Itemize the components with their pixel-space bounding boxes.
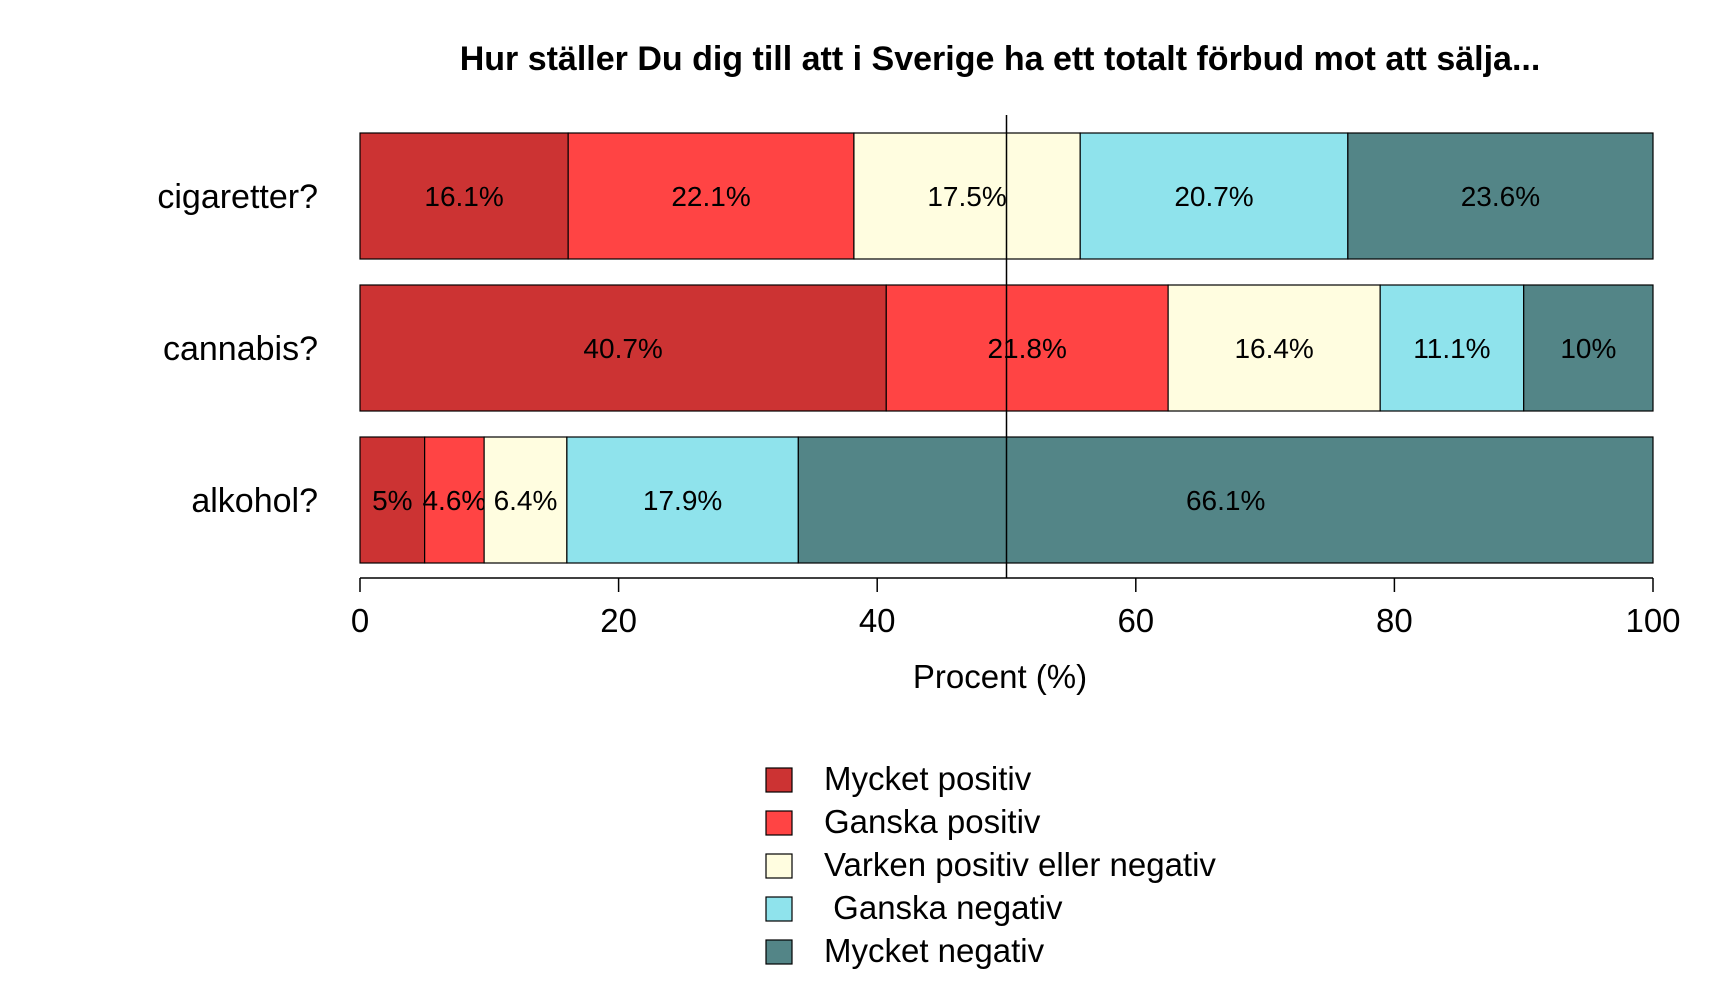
bar-segment xyxy=(359,132,569,260)
bars-layer: cigaretter? 16.1% 22.1% 17.5% 20.7% 23.6% cann… xyxy=(157,115,1654,578)
bar-segment xyxy=(566,436,799,564)
data-label: 11.1% xyxy=(1413,333,1490,364)
bar-segment xyxy=(797,436,1654,564)
legend-swatch xyxy=(765,767,793,793)
data-label: 5% xyxy=(372,485,412,516)
x-tick-label: 80 xyxy=(1376,602,1413,639)
bar-segment xyxy=(853,132,1081,260)
data-label: 21.8% xyxy=(987,333,1066,364)
data-label: 6.4% xyxy=(494,485,558,516)
legend-swatch xyxy=(765,810,793,836)
x-axis: 0 20 40 60 80 100 xyxy=(351,577,1681,639)
bar-segment xyxy=(483,436,568,564)
legend-swatch xyxy=(765,853,793,879)
category-label: alkohol? xyxy=(191,482,318,520)
bar-segment xyxy=(567,132,855,260)
bar-segment xyxy=(424,436,485,564)
data-label: 23.6% xyxy=(1461,181,1540,212)
chart-title: Hur ställer Du dig till att i Sverige ha… xyxy=(460,40,1541,78)
data-label: 40.7% xyxy=(583,333,662,364)
legend-label: Mycket negativ xyxy=(824,932,1045,969)
legend: Mycket positiv Ganska positiv Varken posit… xyxy=(765,760,1216,969)
data-label: 4.6% xyxy=(422,485,486,516)
legend-swatch xyxy=(765,896,793,922)
x-tick-label: 0 xyxy=(351,602,369,639)
x-tick-label: 40 xyxy=(859,602,896,639)
data-label: 66.1% xyxy=(1186,485,1265,516)
data-label: 20.7% xyxy=(1174,181,1253,212)
x-axis-label: Procent (%) xyxy=(913,658,1087,695)
data-label: 16.4% xyxy=(1234,333,1313,364)
bar-segment xyxy=(1347,132,1654,260)
bar-segment xyxy=(1167,284,1381,412)
data-label: 17.9% xyxy=(643,485,722,516)
legend-label: Ganska negativ xyxy=(824,889,1063,926)
x-tick-label: 100 xyxy=(1625,602,1680,639)
data-label: 10% xyxy=(1560,333,1616,364)
x-tick-label: 20 xyxy=(600,602,637,639)
category-label: cigaretter? xyxy=(157,178,318,216)
bar-segment xyxy=(1379,284,1525,412)
category-label: cannabis? xyxy=(163,330,318,368)
bar-segment xyxy=(1523,284,1654,412)
bar-segment xyxy=(359,284,887,412)
data-label: 17.5% xyxy=(927,181,1006,212)
data-label: 22.1% xyxy=(671,181,750,212)
bar-segment xyxy=(885,284,1169,412)
legend-label: Ganska positiv xyxy=(824,803,1041,840)
legend-label: Mycket positiv xyxy=(824,760,1032,797)
bar-segment xyxy=(1079,132,1349,260)
x-tick-label: 60 xyxy=(1117,602,1154,639)
legend-swatch xyxy=(765,939,793,965)
data-label: 16.1% xyxy=(424,181,503,212)
legend-label: Varken positiv eller negativ xyxy=(824,846,1216,883)
